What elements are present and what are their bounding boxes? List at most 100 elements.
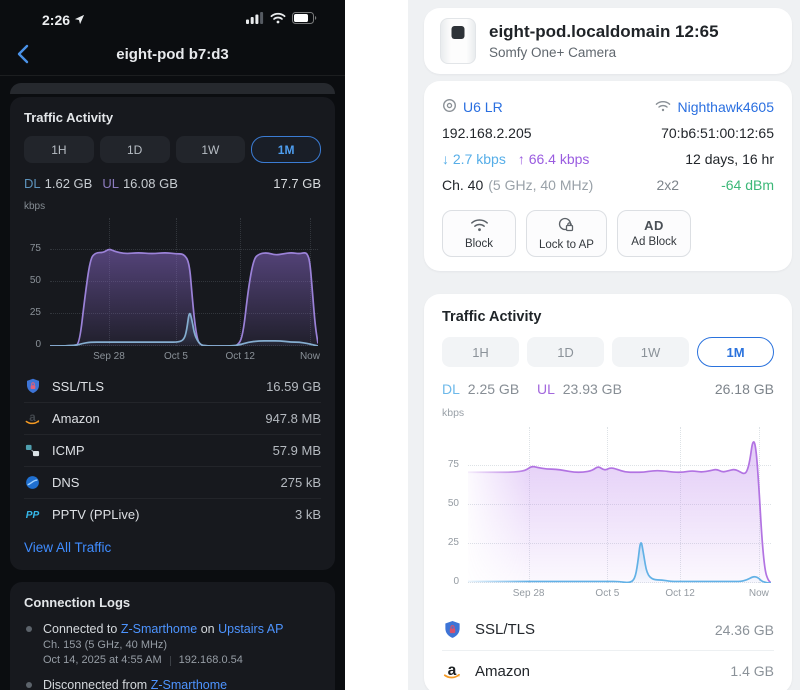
app-value: 1.4 GB [730,663,774,679]
ssid-link[interactable]: Z-Smarthome [120,622,198,636]
connection-logs-card: Connection Logs Connected to Z-Smarthome… [10,582,335,690]
device-header-card: eight-pod.localdomain 12:65 Somfy One+ C… [424,8,792,74]
range-1w-button[interactable]: 1W [612,337,689,367]
dark-phone-screenshot: 2:26 [0,0,345,690]
card-title: Traffic Activity [24,110,114,125]
ssid-link[interactable]: Z-Smarthome [150,678,228,690]
status-bar: 2:26 [0,0,345,34]
ap-name-link[interactable]: U6 LR [463,99,503,115]
ad-block-button[interactable]: AD Ad Block [616,210,691,257]
status-time: 2:26 [42,12,71,28]
range-1h-button[interactable]: 1H [24,136,94,163]
amazon-icon: a [24,410,41,427]
range-1m-button[interactable]: 1M [251,136,321,163]
block-button[interactable]: Block [442,210,516,257]
divider [169,655,171,666]
traffic-app-row-amazon[interactable]: a Amazon 947.8 MB [24,402,321,434]
log-channel: Ch. 153 (5 GHz, 40 MHz) [43,639,168,651]
range-1d-button[interactable]: 1D [99,136,170,163]
ip-address: 192.168.2.205 [442,125,532,141]
y-axis-unit: kbps [24,201,46,212]
dns-icon [24,474,41,491]
traffic-chart-dark: 0 25 50 75 Sep 28 Oct 5 Oct 12 Now [24,214,321,364]
ul-label: UL [102,176,119,191]
scrolled-card-edge [10,83,335,94]
traffic-app-list: SSL/TLS 24.36 GB a Amazon 1.4 GB ICMP 31… [442,609,774,690]
traffic-app-list: SSL/TLS 16.59 GB a Amazon 947.8 MB ICMP … [24,370,321,530]
svg-text:PP: PP [26,510,40,521]
action-label: Ad Block [631,236,677,248]
log-ip: 192.168.0.54 [178,654,243,666]
action-label: Block [464,237,494,250]
log-entry-disconnected: Disconnected from Z-Smarthome [24,677,321,690]
device-actions: Block Lock to AP AD Ad Block [442,210,774,257]
ul-value: 16.08 GB [122,176,178,191]
camera-lens [451,26,465,39]
card-title: Traffic Activity [442,309,542,325]
ul-label: UL [536,381,555,397]
ul-value: 23.93 GB [562,381,622,397]
app-value: 3 kB [294,507,321,522]
view-all-traffic-link[interactable]: View All Traffic [24,540,112,555]
app-name: ICMP [52,443,85,458]
app-value: 16.59 GB [266,378,321,394]
log-text: on [197,622,219,636]
total-traffic-value: 26.18 GB [714,381,774,397]
app-value: 57.9 MB [272,443,321,458]
cellular-signal-icon [246,11,264,29]
range-1m-button[interactable]: 1M [697,337,774,367]
upload-rate: ↑ 66.4 kbps [517,151,590,167]
lock-ap-icon [557,217,575,236]
icmp-icon [24,442,41,459]
ad-icon: AD [644,218,664,233]
traffic-app-row-dns[interactable]: DNS 275 kB [24,466,321,498]
traffic-app-row-icmp[interactable]: ICMP 57.9 MB [24,434,321,466]
device-photo-camera [440,18,476,64]
lock-to-ap-button[interactable]: Lock to AP [526,210,607,257]
range-1h-button[interactable]: 1H [442,337,519,367]
traffic-app-row-pptv[interactable]: PP PPTV (PPLive) 3 kB [24,498,321,530]
wifi-icon [655,99,671,115]
wifi-block-icon [470,218,489,235]
traffic-app-row-ssl[interactable]: SSL/TLS 16.59 GB [24,370,321,402]
wifi-status-icon [270,11,286,29]
svg-text:a: a [448,662,457,679]
dl-value: 2.25 GB [467,381,520,397]
app-name: Amazon [475,662,531,680]
channel-detail: (5 GHz, 40 MHz) [488,177,594,193]
action-label: Lock to AP [539,238,594,251]
shield-lock-icon [24,378,41,395]
log-entry-connected: Connected to Z-Smarthome on Upstairs AP … [24,621,321,668]
traffic-activity-card: Traffic Activity 1H 1D 1W 1M DL 1.62 GB … [10,97,335,570]
spatial-streams: 2x2 [656,177,680,193]
dl-value: 1.62 GB [44,176,93,191]
dl-ul-summary: DL 2.25 GB UL 23.93 GB 26.18 GB [442,381,774,397]
range-1w-button[interactable]: 1W [175,136,246,163]
traffic-activity-card: Traffic Activity 1H 1D 1W 1M DL 2.25 GB … [424,294,792,690]
traffic-app-row-ssl[interactable]: SSL/TLS 24.36 GB [442,609,774,650]
back-button[interactable] [10,42,36,68]
nav-bar: eight-pod b7:d3 [0,34,345,76]
log-date: Oct 14, 2025 at 4:55 AM [43,654,162,666]
channel: Ch. 40 [442,177,484,193]
ap-link[interactable]: Upstairs AP [218,622,284,636]
dl-label: DL [24,176,41,191]
log-bullet-icon [26,626,32,632]
dl-label: DL [442,381,460,397]
app-name: SSL/TLS [475,621,536,638]
page-title: eight-pod b7:d3 [116,46,229,63]
dl-ul-summary: DL 1.62 GB UL 16.08 GB 17.7 GB [24,176,321,191]
traffic-app-row-amazon[interactable]: a Amazon 1.4 GB [442,650,774,690]
y-axis-unit: kbps [442,407,465,419]
range-1d-button[interactable]: 1D [527,337,604,367]
app-value: 947.8 MB [265,411,321,426]
mac-address: 70:b6:51:00:12:65 [661,125,774,141]
app-name: PPTV (PPLive) [52,507,140,522]
time-range-selector: 1H 1D 1W 1M [442,337,774,367]
ssid-link[interactable]: Nighthawk4605 [677,99,774,115]
time-range-selector: 1H 1D 1W 1M [24,136,321,163]
card-title: Connection Logs [24,595,131,610]
access-point-icon [442,98,457,116]
device-title: eight-pod.localdomain 12:65 [489,22,719,41]
device-info-card: U6 LR Nighthawk4605 192.168.2.205 70:b6:… [424,81,792,271]
